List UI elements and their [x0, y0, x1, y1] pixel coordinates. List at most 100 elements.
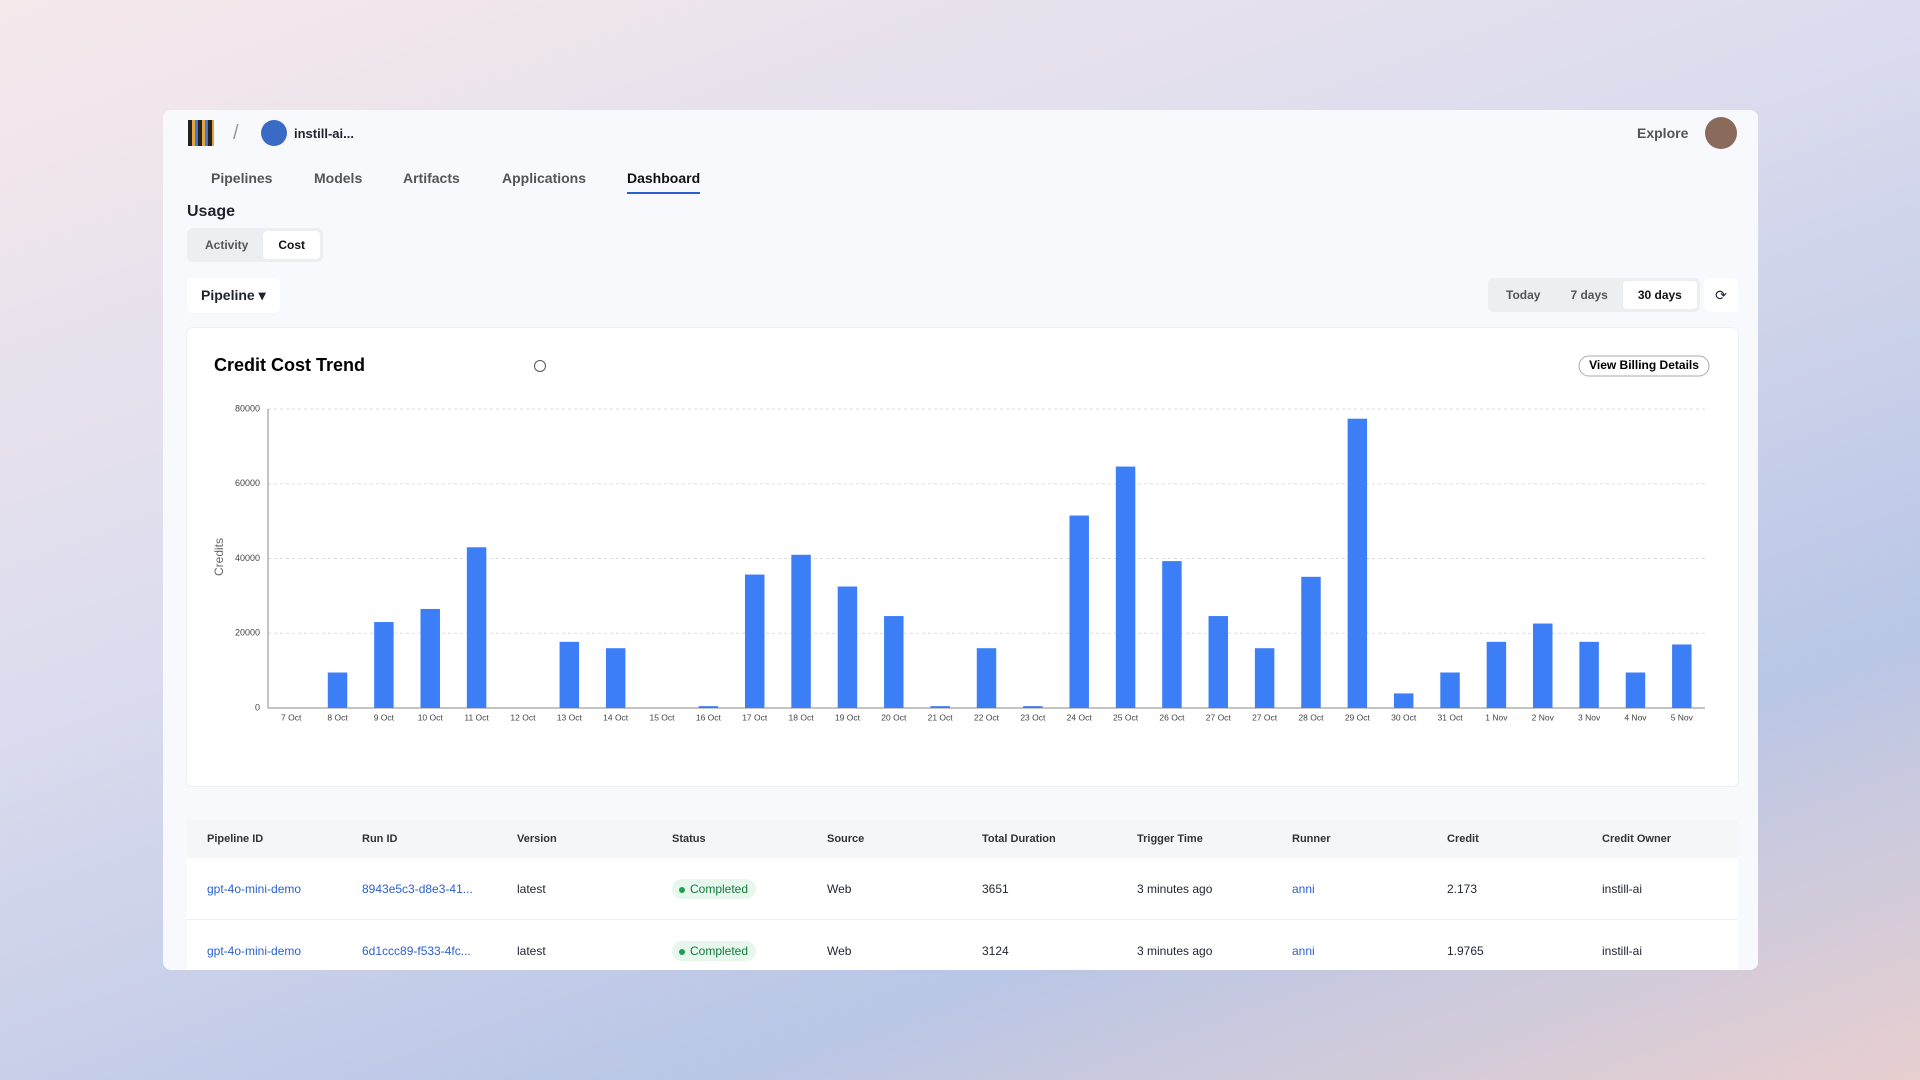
chart-card: Credit Cost Trend View Billing Details C…	[187, 328, 1738, 786]
x-tick-label: 17 Oct	[742, 712, 768, 722]
tab[interactable]: Activity	[205, 238, 249, 252]
range[interactable]: Today	[1506, 288, 1541, 302]
x-tick-label: 19 Oct	[835, 712, 861, 722]
range-active[interactable]: 30 days	[1622, 281, 1697, 309]
x-tick-label: 5 Nov	[1671, 712, 1694, 722]
nav-tab-active[interactable]: Dashboard	[627, 170, 701, 194]
column-header: Source	[827, 833, 865, 845]
x-tick-label: 27 Oct	[1252, 712, 1278, 722]
table-cell: 1.9765	[1447, 943, 1484, 958]
bar	[698, 706, 719, 708]
x-tick-label: 3 Nov	[1578, 712, 1601, 722]
column-header: Status	[672, 833, 706, 845]
x-tick-label: 31 Oct	[1438, 712, 1464, 722]
bar	[884, 616, 904, 708]
x-tick-label: 22 Oct	[974, 712, 1000, 722]
x-tick-label: 12 Oct	[510, 712, 536, 722]
bar	[791, 554, 811, 708]
info-icon[interactable]	[534, 360, 546, 372]
x-tick-label: 8 Oct	[327, 712, 348, 722]
org-avatar[interactable]	[261, 120, 287, 146]
x-tick-label: 9 Oct	[374, 712, 395, 722]
range[interactable]: 7 days	[1570, 288, 1608, 302]
org-name[interactable]: instill-ai...	[294, 126, 354, 141]
separator: /	[233, 122, 239, 144]
status-badge: Completed	[672, 878, 757, 899]
bar	[1069, 515, 1089, 708]
bar	[1672, 644, 1692, 708]
bar	[1579, 641, 1599, 708]
x-tick-label: 13 Oct	[557, 712, 583, 722]
bar	[374, 622, 394, 708]
nav-tab[interactable]: Models	[314, 170, 363, 186]
y-tick-label: 60000	[235, 478, 260, 488]
table-cell: 3124	[982, 943, 1009, 958]
x-tick-label: 28 Oct	[1298, 712, 1324, 722]
dropdown-label: Pipeline	[201, 287, 255, 303]
x-tick-label: 23 Oct	[1020, 712, 1046, 722]
table-cell[interactable]: anni	[1292, 943, 1315, 958]
y-tick-label: 0	[255, 702, 260, 712]
chart: Credit Cost Trend View Billing Details C…	[212, 355, 1710, 722]
bar	[1301, 576, 1321, 708]
column-header: Credit	[1447, 833, 1479, 845]
x-tick-label: 29 Oct	[1345, 712, 1371, 722]
x-tick-label: 7 Oct	[281, 712, 302, 722]
billing-button[interactable]	[1578, 355, 1710, 377]
x-tick-label: 1 Nov	[1485, 712, 1508, 722]
bar	[1347, 418, 1368, 708]
x-tick-label: 20 Oct	[881, 712, 907, 722]
table-cell: 3 minutes ago	[1137, 881, 1213, 896]
x-tick-label: 21 Oct	[928, 712, 954, 722]
status-badge: Completed	[672, 940, 757, 961]
nav-tab[interactable]: Applications	[502, 170, 587, 186]
logo[interactable]	[188, 120, 214, 146]
table-cell: latest	[517, 881, 546, 896]
bar	[1208, 616, 1229, 708]
chart-title: Credit Cost Trend	[214, 355, 365, 375]
y-axis-label: Credits	[212, 538, 226, 576]
table-cell[interactable]: 6d1ccc89-f533-4fc...	[362, 943, 471, 958]
billing-button-label[interactable]: View Billing Details	[1589, 358, 1699, 372]
bar	[1486, 641, 1507, 708]
tab-active[interactable]: Cost	[263, 231, 321, 259]
table-cell[interactable]: anni	[1292, 881, 1315, 896]
bar	[1393, 693, 1414, 708]
y-tick-label: 80000	[235, 403, 260, 413]
table-cell[interactable]: 8943e5c3-d8e3-41...	[362, 881, 473, 896]
bar	[1162, 561, 1182, 708]
y-tick-label: 40000	[235, 553, 260, 563]
column-header[interactable]: Total Duration	[982, 833, 1056, 845]
range-tabs: Today 7 days 30 days	[1488, 278, 1700, 312]
bar	[1115, 466, 1136, 708]
y-tick-label: 20000	[235, 628, 260, 638]
refresh-button[interactable]: ⟳	[1704, 278, 1738, 312]
nav-tab[interactable]: Pipelines	[211, 170, 273, 186]
bar	[1023, 706, 1043, 708]
bar	[976, 648, 997, 708]
runs-table: Pipeline ID Run ID Version Status Source Tota…	[187, 820, 1738, 970]
x-tick-label: 15 Oct	[649, 712, 675, 722]
explore-link[interactable]: Explore	[1637, 125, 1689, 141]
bar	[1533, 623, 1553, 708]
bar	[930, 706, 950, 708]
column-header[interactable]: Trigger Time	[1137, 833, 1203, 845]
table-cell: instill-ai	[1602, 943, 1643, 958]
bar	[559, 641, 580, 708]
table-cell[interactable]: gpt-4o-mini-demo	[207, 943, 302, 958]
column-header: Credit Owner	[1602, 833, 1672, 845]
x-tick-label: 10 Oct	[418, 712, 444, 722]
x-tick-label: 11 Oct	[464, 712, 489, 722]
bar	[420, 608, 440, 708]
table-cell: Web	[827, 943, 852, 958]
pipeline-dropdown[interactable]: Pipeline ▾	[187, 278, 280, 313]
bar	[837, 586, 858, 708]
table-cell[interactable]: gpt-4o-mini-demo	[207, 881, 302, 896]
bar	[1440, 672, 1460, 708]
user-avatar[interactable]	[1705, 117, 1737, 149]
table-cell: latest	[517, 943, 546, 958]
nav-tab[interactable]: Artifacts	[403, 170, 460, 186]
bar	[1254, 648, 1275, 708]
column-header: Runner	[1292, 833, 1331, 845]
